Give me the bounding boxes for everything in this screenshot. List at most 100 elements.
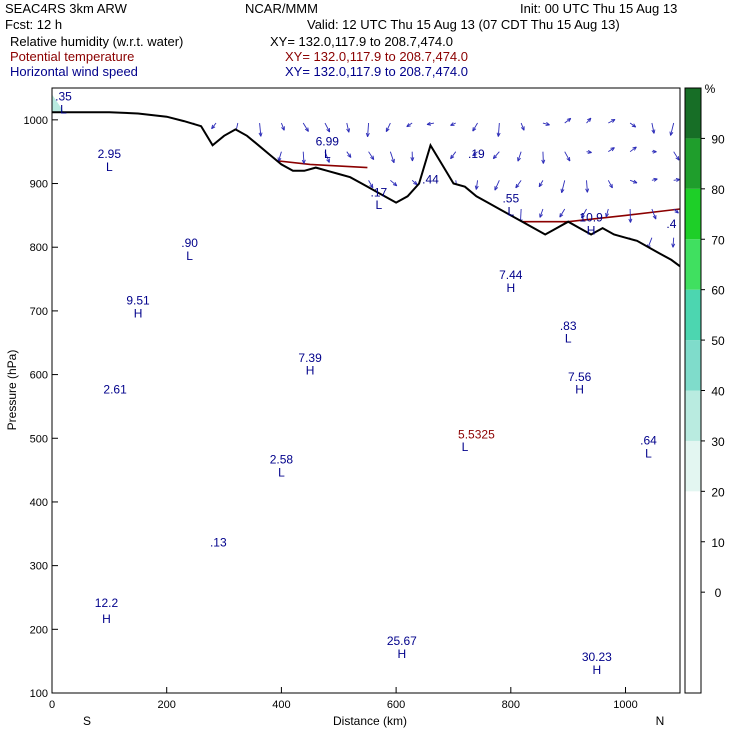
wind-vector <box>324 151 330 163</box>
colorbar-unit: % <box>705 82 716 96</box>
colorbar-swatch-50 <box>685 340 701 391</box>
wind-vector-head <box>587 149 592 154</box>
colorbar-swatch--10 <box>685 642 701 693</box>
wind-vector-head <box>369 183 374 189</box>
extremum-annotation: L <box>565 332 572 346</box>
extremum-annotation: 12.2 <box>95 596 119 610</box>
wind-vector-head <box>610 147 615 152</box>
extremum-annotation: H <box>102 612 111 626</box>
wind-vector <box>497 122 500 137</box>
wind-vector-head <box>517 157 521 162</box>
wind-vector <box>564 118 572 124</box>
extremum-annotation: H <box>134 306 143 320</box>
y-tick-label: 900 <box>30 179 48 191</box>
wind-vector <box>259 122 262 137</box>
field-theta-xy: XY= 132.0,117.9 to 208.7,474.0 <box>285 49 468 64</box>
x-end-label-south: S <box>83 714 91 728</box>
wind-vector <box>538 180 544 187</box>
colorbar-swatch-30 <box>685 440 701 492</box>
extremum-annotation: L <box>645 446 652 460</box>
wind-vector <box>280 122 285 131</box>
wind-vector-head <box>492 154 498 160</box>
colorbar-swatch-90 <box>685 138 701 189</box>
wind-vector <box>672 237 675 248</box>
wind-vector-head <box>392 182 398 187</box>
terrain-fill <box>52 112 680 693</box>
plot-frame <box>51 87 681 694</box>
field-theta-name: Potential temperature <box>10 49 135 64</box>
wind-vector-head <box>610 119 616 123</box>
wind-vector-head <box>281 126 285 131</box>
wind-vector <box>564 151 571 162</box>
x-axis-label: Distance (km) <box>333 714 407 728</box>
colorbar-swatch-0 <box>685 592 701 643</box>
wind-vector <box>494 180 500 191</box>
wind-vector-head <box>652 149 657 154</box>
extremum-annotation: L <box>324 147 331 161</box>
extremum-annotation: H <box>593 663 602 677</box>
y-tick-label: 300 <box>30 561 48 573</box>
extremum-annotation: .19 <box>468 147 485 161</box>
wind-vector <box>629 146 637 153</box>
extremum-annotation: L <box>462 440 469 454</box>
forecast-hour: Fcst: 12 h <box>5 17 63 32</box>
wind-vector-head <box>365 132 370 137</box>
wind-vector <box>561 180 566 193</box>
wind-vector <box>605 208 609 218</box>
extremum-annotation: L <box>278 465 285 479</box>
wind-vector-head <box>494 186 499 191</box>
extremum-annotation: H <box>306 364 315 378</box>
wind-vector-head <box>450 154 455 160</box>
wind-vector <box>426 122 435 125</box>
wind-vector <box>607 180 613 189</box>
x-tick-label: 1000 <box>613 699 637 711</box>
colorbar-swatch-10 <box>685 541 701 593</box>
extremum-annotation: 10.9 <box>579 211 603 225</box>
extremum-annotation: L <box>376 198 383 212</box>
wind-vector-head <box>450 122 455 126</box>
field-rh-xy: XY= 132.0,117.9 to 208.7,474.0 <box>270 34 453 49</box>
wind-vector <box>651 208 657 220</box>
wind-vector-head <box>587 117 592 123</box>
wind-vector <box>389 151 395 164</box>
wind-vector <box>475 180 478 190</box>
wind-vector <box>520 122 525 131</box>
colorbar-tick-label: 30 <box>711 435 725 449</box>
wind-vector <box>211 122 217 130</box>
wind-vector <box>472 122 478 132</box>
wind-vector-head <box>545 122 550 126</box>
colorbar-tick-label: 80 <box>711 183 725 197</box>
model-title: SEAC4RS 3km ARW <box>5 1 127 16</box>
x-end-label-north: N <box>656 714 665 728</box>
y-tick-label: 700 <box>30 306 48 318</box>
colorbar-tick-label: 70 <box>711 233 725 247</box>
colorbar-tick-label: 40 <box>711 385 725 399</box>
x-tick-label: 0 <box>49 699 55 711</box>
extremum-annotation: 2.95 <box>98 147 122 161</box>
colorbar-tick-label: 50 <box>711 334 725 348</box>
wind-vector-head <box>631 123 637 128</box>
valid-time: Valid: 12 UTC Thu 15 Aug 13 (07 CDT Thu … <box>307 17 620 32</box>
y-tick-label: 600 <box>30 370 48 382</box>
wind-vector-head <box>474 185 479 190</box>
wind-vector-head <box>632 146 637 151</box>
extremum-annotation: H <box>398 647 407 661</box>
y-tick-label: 500 <box>30 433 48 445</box>
extremum-annotation: .55 <box>502 192 519 206</box>
colorbar-tick-label: 20 <box>711 485 725 499</box>
wind-vector-head <box>211 124 216 130</box>
wind-vector-head <box>651 129 656 134</box>
extremum-annotation: 2.61 <box>103 383 127 397</box>
init-time: Init: 00 UTC Thu 15 Aug 13 <box>520 1 678 16</box>
wind-vector <box>517 151 522 162</box>
x-tick-label: 200 <box>158 699 176 711</box>
y-axis-label: Pressure (hPa) <box>5 350 19 431</box>
wind-vector-head <box>566 117 572 123</box>
colorbar-tick-label: 0 <box>715 586 722 600</box>
colorbar-tick-label: 90 <box>711 132 725 146</box>
field-rh-name: Relative humidity (w.r.t. water) <box>10 34 184 49</box>
wind-vector <box>608 119 616 124</box>
wind-vector <box>368 180 374 189</box>
field-wind-name: Horizontal wind speed <box>10 64 138 79</box>
